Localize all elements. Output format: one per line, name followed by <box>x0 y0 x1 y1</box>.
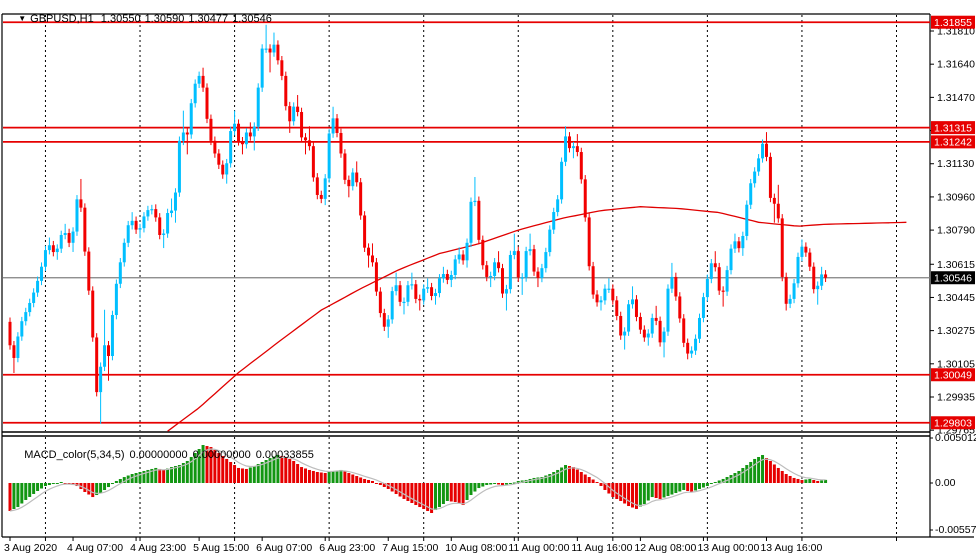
price-tick-label: 1.30790 <box>937 225 975 237</box>
macd-tick-label: -0.005577 <box>935 524 976 536</box>
price-level-lines[interactable] <box>3 21 930 424</box>
price-badge-label: 1.31242 <box>934 137 972 149</box>
price-badges: 1.31855 1.31315 1.31242 1.30049 1.29803 1.305… <box>931 15 975 430</box>
time-tick-label: 6 Aug 07:00 <box>256 542 312 554</box>
price-tick-label: 1.30105 <box>937 358 975 370</box>
symbol-dropdown-icon[interactable]: ▼ <box>18 14 27 23</box>
candles-layer <box>8 24 828 424</box>
price-badge-label: 1.31315 <box>934 122 972 134</box>
time-tick-label: 10 Aug 08:00 <box>445 542 507 554</box>
price-scale[interactable] <box>930 14 976 537</box>
macd-tick-label: 0.00 <box>935 477 956 489</box>
time-tick-label: 11 Aug 16:00 <box>571 542 632 554</box>
price-badge-label: 1.31855 <box>934 17 972 29</box>
time-tick-label: 4 Aug 23:00 <box>130 542 186 554</box>
day-separator-grid <box>44 15 897 541</box>
ohlc-low: 1.30477 <box>188 13 229 25</box>
time-tick-label: 3 Aug 2020 <box>4 542 57 554</box>
time-scale[interactable] <box>2 537 930 559</box>
time-tick-label: 11 Aug 00:00 <box>508 542 569 554</box>
price-tick-label: 1.30615 <box>937 259 975 271</box>
price-tick-label: 1.31640 <box>937 59 975 71</box>
time-tick-label: 13 Aug 16:00 <box>760 542 822 554</box>
time-tick-label: 12 Aug 08:00 <box>634 542 696 554</box>
price-tick-label: 1.29935 <box>937 391 975 403</box>
price-tick-label: 1.31130 <box>937 158 974 170</box>
ohlc-high: 1.30590 <box>144 13 185 25</box>
time-tick-label: 5 Aug 15:00 <box>193 542 249 554</box>
macd-value-1: 0.00000000 <box>129 449 188 461</box>
price-tick-label: 1.30275 <box>937 325 975 337</box>
price-badge-label: 1.29803 <box>934 418 972 430</box>
chart-header: ▼ GBPUSD,H1 1.30550 1.30590 1.30477 1.30546 <box>6 1 276 25</box>
price-badge-label: 1.30546 <box>934 273 972 285</box>
macd-indicator-header: MACD_color(5,34,5) 0.00000000 0.00000000 0.… <box>12 437 319 473</box>
macd-value-3: 0.00033855 <box>255 449 314 461</box>
ohlc-close: 1.30546 <box>232 13 272 25</box>
symbol-period-label: GBPUSD,H1 <box>30 13 94 25</box>
macd-label: MACD_color(5,34,5) <box>24 449 125 461</box>
time-tick-label: 6 Aug 23:00 <box>319 542 375 554</box>
time-tick-label: 13 Aug 00:00 <box>697 542 759 554</box>
time-tick-label: 7 Aug 15:00 <box>382 542 438 554</box>
macd-signal-line <box>9 448 826 512</box>
price-tick-label: 1.30960 <box>937 191 975 203</box>
price-badge-label: 1.30049 <box>934 370 972 382</box>
macd-value-2: 0.00000000 <box>192 449 251 461</box>
macd-tick-label: 0.0050125 <box>935 432 976 444</box>
time-axis-labels: 3 Aug 2020 4 Aug 07:00 4 Aug 23:00 5 Aug 15… <box>4 537 823 554</box>
price-tick-label: 1.30445 <box>937 292 975 304</box>
ohlc-open: 1.30550 <box>100 13 141 25</box>
price-tick-label: 1.31470 <box>937 92 975 104</box>
time-tick-label: 4 Aug 07:00 <box>67 542 123 554</box>
macd-histogram-layer <box>8 445 828 513</box>
